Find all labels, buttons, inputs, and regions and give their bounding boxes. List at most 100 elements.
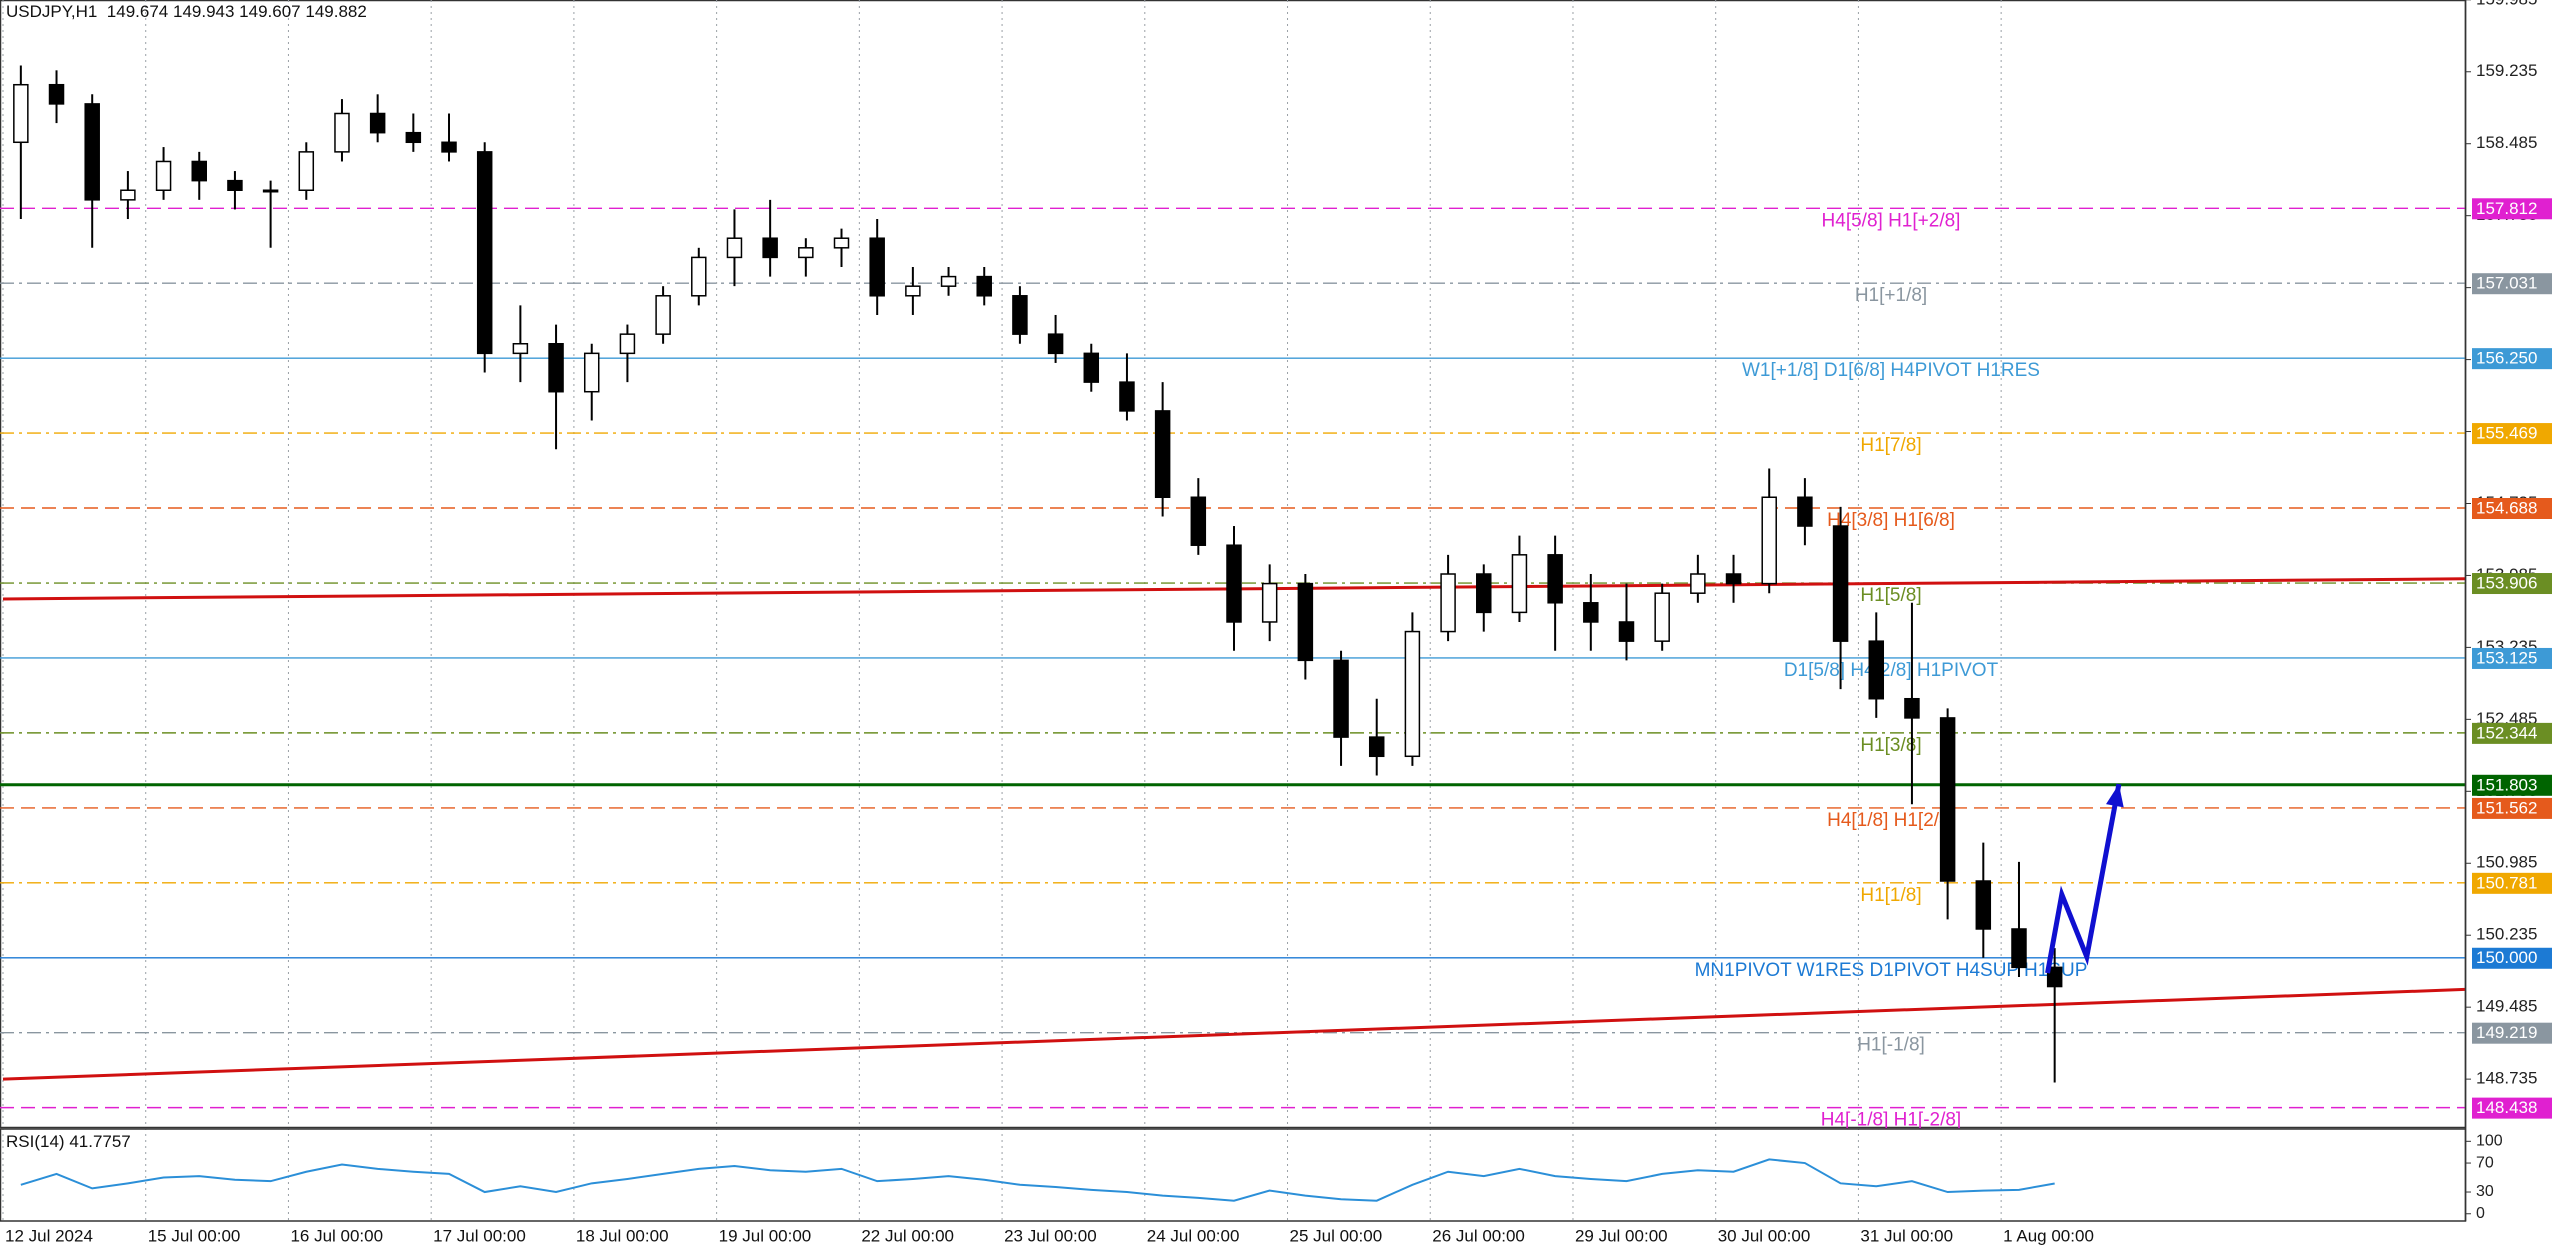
candle-body — [655, 295, 671, 335]
x-tick-label: 30 Jul 00:00 — [1718, 1226, 1811, 1245]
symbol: USDJPY,H1 — [6, 2, 98, 21]
price-tag-label: 156.250 — [2476, 349, 2537, 368]
y-tick-label: 148.735 — [2476, 1069, 2537, 1088]
candle-body — [48, 83, 65, 105]
ohlc-high: 149.943 — [172, 2, 235, 21]
candle-body — [1440, 573, 1456, 633]
price-tag — [2472, 423, 2552, 445]
level-label: H1[+1/8] — [1855, 285, 1927, 306]
candle-body — [1868, 640, 1885, 700]
candle-body — [1083, 352, 1100, 383]
price-tag-label: 151.803 — [2476, 775, 2537, 794]
price-tag-label: 155.469 — [2476, 424, 2537, 443]
x-tick-label: 26 Jul 00:00 — [1432, 1226, 1525, 1245]
price-tag-label: 149.219 — [2476, 1023, 2537, 1042]
candle-body — [691, 256, 707, 297]
x-tick-label: 18 Jul 00:00 — [576, 1226, 669, 1245]
candle-body — [619, 333, 636, 355]
y-tick-label: 100 — [2476, 1133, 2503, 1150]
price-tag-label: 153.125 — [2476, 648, 2537, 667]
candle-body — [476, 151, 493, 355]
candle-body — [1261, 582, 1278, 623]
candle-body — [1939, 717, 1956, 882]
price-tag-label: 151.562 — [2476, 798, 2537, 817]
x-tick-label: 23 Jul 00:00 — [1004, 1226, 1097, 1245]
candle-body — [2046, 966, 2063, 988]
candle-body — [833, 237, 850, 249]
candle-body — [84, 103, 100, 201]
price-tag-label: 152.344 — [2476, 723, 2537, 742]
candle-body — [441, 141, 457, 153]
candle-body — [512, 343, 529, 355]
candle-body — [1190, 496, 1207, 546]
candle-body — [334, 112, 350, 153]
x-tick-label: 25 Jul 00:00 — [1290, 1226, 1383, 1245]
candle-body — [726, 237, 743, 259]
arrowhead — [2106, 784, 2124, 808]
y-tick-label: 159.235 — [2476, 61, 2537, 80]
x-tick-label: 16 Jul 00:00 — [290, 1226, 383, 1245]
rsi-header: RSI(14) 41.7757 — [6, 1132, 131, 1152]
price-tag — [2472, 348, 2552, 370]
price-tag — [2472, 497, 2552, 519]
candle-body — [905, 285, 921, 297]
price-tag — [2472, 573, 2552, 595]
candle-body — [869, 237, 885, 297]
x-tick-label: 24 Jul 00:00 — [1147, 1226, 1240, 1245]
candle-body — [762, 237, 778, 259]
candle-body — [1975, 880, 1992, 930]
candle-body — [1012, 295, 1028, 335]
candle-body — [369, 112, 386, 134]
y-tick-label: 70 — [2476, 1154, 2494, 1171]
y-tick-label: 150.985 — [2476, 853, 2537, 872]
candle-body — [405, 131, 422, 144]
candle-body — [1725, 573, 1742, 585]
price-tag — [2472, 774, 2552, 796]
candle-body — [1119, 381, 1135, 412]
x-tick-label: 1 Aug 00:00 — [2003, 1226, 2094, 1245]
price-tag-label: 148.438 — [2476, 1098, 2537, 1117]
candle-body — [1511, 554, 1528, 614]
x-tick-label: 31 Jul 00:00 — [1860, 1226, 1953, 1245]
candle-body — [1618, 621, 1635, 642]
ohlc-open: 149.674 — [106, 2, 169, 21]
price-tag — [2472, 647, 2552, 669]
x-tick-label: 19 Jul 00:00 — [719, 1226, 812, 1245]
candle-body — [548, 343, 564, 393]
candle-body — [1368, 736, 1385, 758]
candle-body — [1154, 410, 1171, 499]
rsi-line — [20, 1158, 2055, 1202]
price-tag — [2472, 797, 2552, 819]
price-tag-label: 150.000 — [2476, 948, 2537, 967]
level-label: H4[1/8] H1[2/8] — [1827, 810, 1955, 831]
price-tag — [2472, 273, 2552, 295]
candle-body — [1547, 554, 1563, 604]
x-tick-label: 22 Jul 00:00 — [861, 1226, 954, 1245]
level-label: H4[3/8] H1[6/8] — [1827, 510, 1955, 531]
level-label: H1[7/8] — [1860, 435, 1921, 456]
level-label: H1[5/8] — [1860, 585, 1921, 606]
candle-body — [1333, 659, 1349, 738]
price-tag-label: 150.781 — [2476, 873, 2537, 892]
price-tag — [2472, 1022, 2552, 1044]
candle-body — [120, 189, 136, 201]
candle-body — [798, 247, 814, 259]
candle-body — [1476, 573, 1492, 614]
level-label: W1[+1/8] D1[6/8] H4PIVOT H1RES — [1742, 360, 2040, 381]
price-tag — [2472, 872, 2552, 894]
ohlc-low: 149.607 — [239, 2, 301, 21]
level-label: H1[1/8] — [1860, 885, 1921, 906]
candle-body — [1404, 630, 1421, 758]
candle-body — [1654, 592, 1670, 642]
candle-body — [1797, 496, 1813, 527]
candle-body — [227, 179, 243, 191]
candle-body — [1297, 582, 1314, 662]
level-label: D1[5/8] H4[2/8] H1PIVOT — [1784, 660, 1999, 681]
price-tag — [2472, 1097, 2552, 1119]
candle-body — [155, 160, 172, 191]
price-tag-label: 157.031 — [2476, 274, 2537, 293]
level-label: H4[-1/8] H1[-2/8] — [1821, 1110, 1961, 1131]
